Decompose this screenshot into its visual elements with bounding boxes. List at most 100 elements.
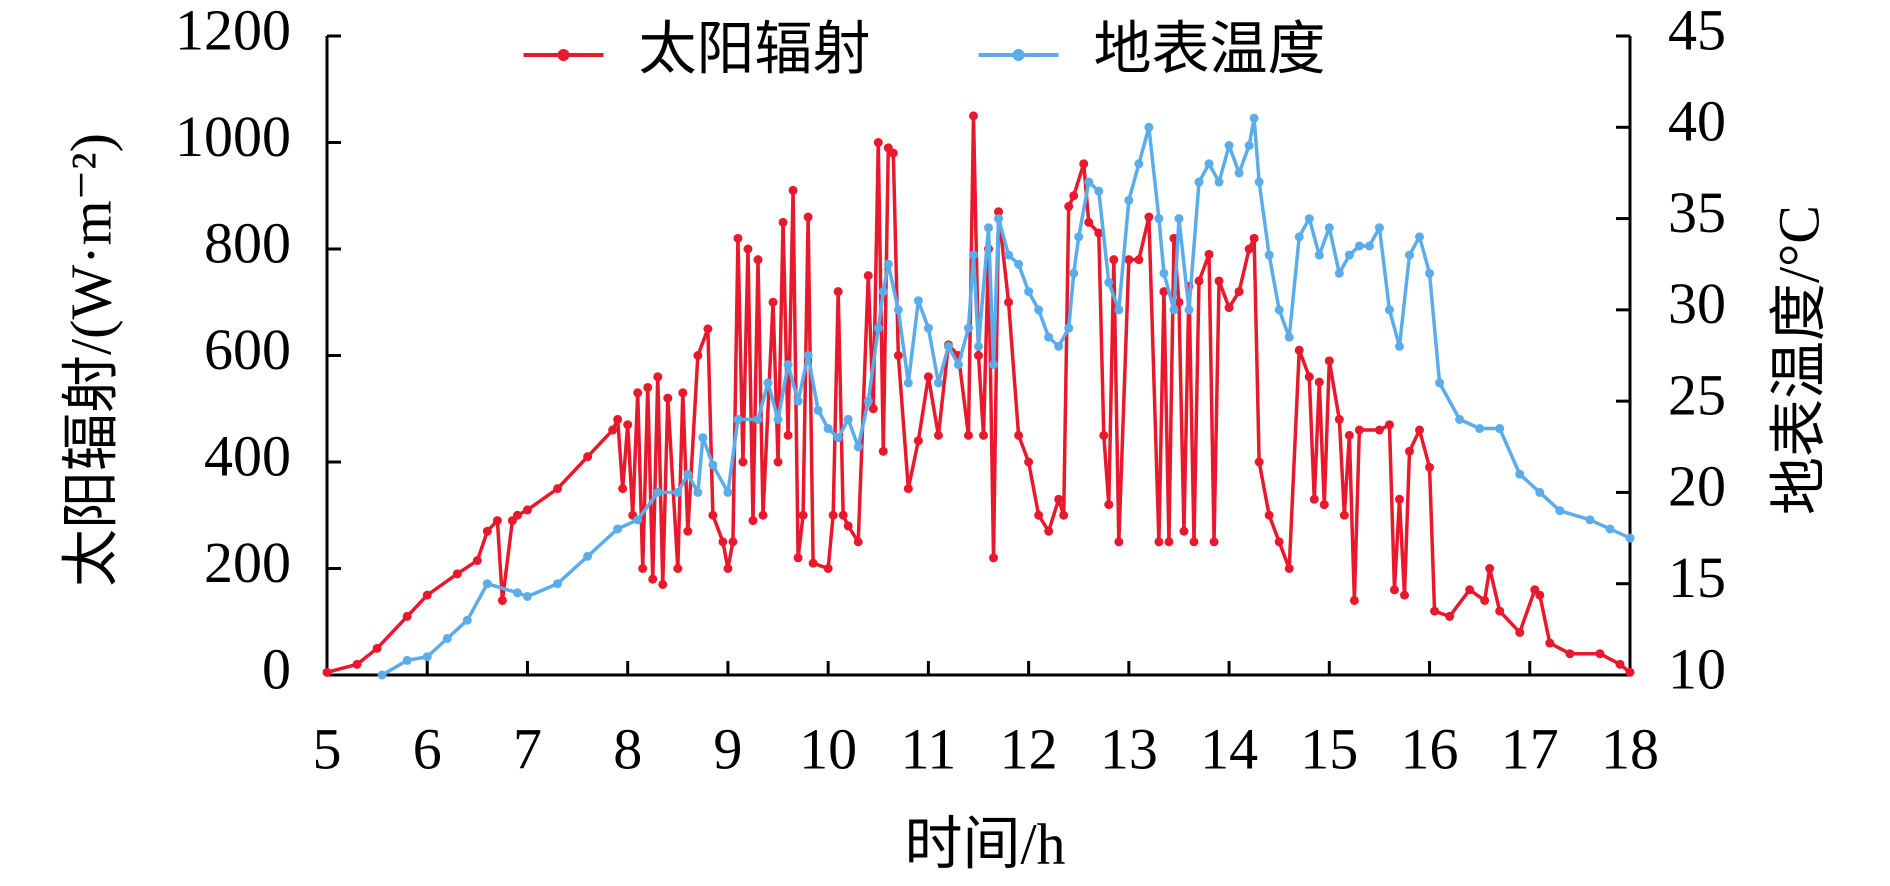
series-marker [648,574,658,584]
series-marker [878,446,888,456]
series-marker [718,537,728,547]
x-tick-label: 16 [1401,716,1459,781]
series-marker [1224,141,1234,151]
series-marker [758,510,768,520]
series-marker [1214,276,1224,286]
series-marker [1535,590,1545,600]
x-tick-label: 8 [613,716,642,781]
series-marker [1515,469,1525,479]
series-marker [1224,303,1234,313]
series-marker [1234,168,1244,178]
series-marker [402,611,412,621]
x-tick-label: 14 [1200,716,1258,781]
series-marker [783,430,793,440]
series-marker [1495,424,1505,434]
series-marker [1134,159,1144,169]
series-marker [653,372,663,382]
series-marker [833,433,843,443]
series-marker [1084,177,1094,187]
series-marker [883,259,893,269]
series-marker [878,287,888,297]
series-marker [1324,356,1334,366]
series-marker [522,505,532,515]
series-marker [1164,537,1174,547]
series-marker [893,305,903,315]
x-tick-label: 11 [900,716,956,781]
series-line [326,114,1632,675]
series-marker [1344,250,1354,260]
series-marker [793,396,803,406]
series-marker [1044,332,1054,342]
y2-tick-label: 40 [1668,89,1726,154]
series-marker [708,510,718,520]
series-marker [813,405,823,415]
series-marker [608,425,618,435]
series-marker [823,564,833,573]
series-marker [1064,323,1074,333]
series-marker [673,564,683,573]
series-marker [1249,233,1259,243]
series-marker [1054,494,1064,504]
series-marker [1314,250,1324,260]
series-marker [1284,564,1294,573]
series-marker [1404,446,1414,456]
series-marker [1565,649,1575,659]
series-marker [402,655,412,665]
series-marker [633,388,643,398]
series-marker [863,396,873,406]
series-marker [1309,494,1319,504]
series-marker [1014,430,1024,440]
y2-tick-label: 20 [1668,454,1726,519]
series-marker [1144,212,1154,222]
series-marker [1189,537,1199,547]
series-marker [1004,297,1014,307]
series-marker [753,414,763,424]
series-marker [643,382,653,392]
series-marker [1455,414,1465,424]
x-axis-label: 时间/h [904,811,1065,876]
series-marker [1264,250,1274,260]
series-marker [1104,277,1114,287]
series-marker [1344,430,1354,440]
series-marker [1585,515,1595,525]
legend-label: 地表温度 [1094,16,1326,81]
series-marker [693,487,703,497]
series-marker [472,556,482,566]
series-marker [512,510,522,520]
x-tick-label: 10 [799,716,857,781]
series-marker [778,217,788,227]
series-marker [482,526,492,536]
series-marker [1169,305,1179,315]
series-marker [773,414,783,424]
series-marker [492,516,502,526]
series-marker [1445,611,1455,621]
series-marker [1384,305,1394,315]
series-marker [933,378,943,388]
series-marker [1384,420,1394,430]
series-marker [1404,250,1414,260]
x-tick-label: 12 [1000,716,1058,781]
series-marker [618,484,628,494]
series-marker [512,588,522,598]
series-marker [1204,159,1214,169]
series-marker [798,510,808,520]
series-marker [863,271,873,281]
series-marker [1204,249,1214,259]
series-marker [663,393,673,403]
series-marker [1334,268,1344,278]
series-marker [783,360,793,370]
series-marker [1274,537,1284,547]
series-marker [1364,241,1374,251]
series-marker [723,564,733,573]
series-marker [1179,526,1189,536]
series-marker [623,420,633,430]
series-marker [1099,430,1109,440]
y-tick-label: 200 [204,530,291,595]
series-marker [1104,500,1114,510]
series-marker [658,579,668,589]
series-marker [1109,255,1119,265]
y-tick-label: 0 [262,636,291,701]
series-marker [989,360,999,370]
series-marker [1114,305,1124,315]
